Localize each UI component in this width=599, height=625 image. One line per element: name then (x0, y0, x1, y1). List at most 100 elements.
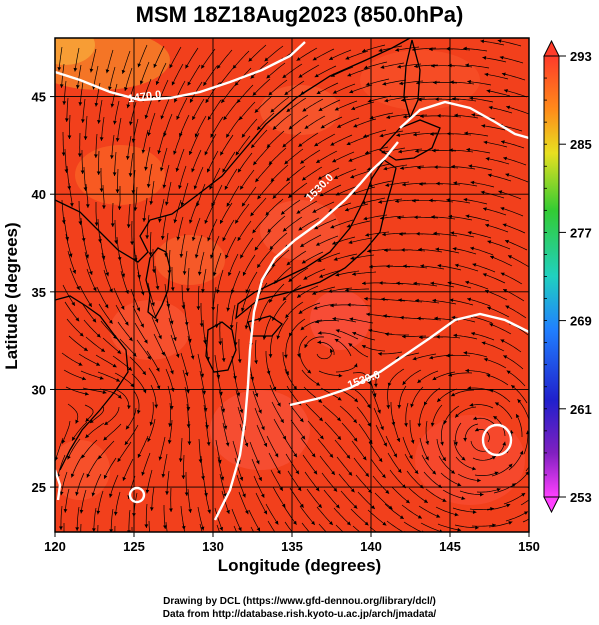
streamline-arrow (353, 419, 357, 424)
streamline-arrow (314, 73, 319, 78)
streamline (153, 333, 165, 356)
streamline (194, 115, 207, 138)
streamline-arrow (126, 224, 131, 228)
streamline-arrow (350, 488, 355, 493)
streamline (436, 438, 447, 462)
streamline (507, 255, 529, 268)
streamline-arrow (92, 287, 97, 292)
streamline (272, 300, 287, 321)
streamline (221, 83, 237, 104)
streamline-arrow (59, 491, 64, 496)
streamline-arrow (241, 202, 246, 207)
streamline-arrow (91, 492, 96, 497)
streamline (499, 56, 524, 64)
streamline-arrow (285, 314, 290, 319)
streamline (255, 339, 257, 364)
streamline (160, 96, 171, 120)
streamline-arrow (334, 175, 339, 179)
streamline-arrow (206, 356, 210, 361)
streamline-arrow (432, 298, 437, 303)
streamline (321, 472, 338, 492)
streamline (304, 115, 326, 130)
streamline (413, 282, 438, 287)
streamline-arrow (279, 486, 283, 491)
streamline (266, 62, 286, 79)
streamline-arrow (434, 316, 438, 321)
streamline (435, 248, 460, 254)
streamline (283, 436, 298, 458)
streamline (365, 231, 390, 236)
streamline-arrow (192, 115, 196, 120)
streamline (100, 168, 103, 193)
streamline (165, 181, 172, 206)
streamline (396, 131, 421, 137)
streamline (200, 455, 204, 480)
streamline-arrow (248, 57, 253, 62)
streamline-arrow (187, 81, 192, 86)
streamline-arrow (203, 81, 207, 86)
streamline (468, 165, 493, 171)
streamline-arrow (354, 398, 358, 403)
streamline (465, 370, 490, 375)
streamline-arrow (204, 151, 209, 156)
x-tick-label: 130 (202, 539, 224, 554)
streamline-arrow (132, 352, 137, 357)
streamline (204, 133, 217, 156)
streamline (163, 164, 170, 189)
streamline-arrow (424, 401, 428, 406)
streamline-arrow (330, 303, 334, 308)
streamline-arrow (76, 285, 80, 290)
streamline-arrow (244, 325, 249, 330)
streamline (450, 232, 475, 238)
streamline-arrow (85, 204, 90, 208)
streamline-arrow (345, 56, 350, 60)
streamline (114, 372, 135, 388)
streamline (266, 435, 279, 458)
streamline (234, 457, 243, 481)
streamline (471, 332, 495, 341)
streamline-arrow (486, 89, 491, 94)
streamline (194, 166, 204, 190)
streamline (147, 163, 153, 188)
streamline (465, 281, 489, 290)
streamline-arrow (108, 493, 113, 498)
streamline-arrow (502, 441, 507, 446)
streamline (216, 269, 224, 294)
height-contour (213, 141, 399, 521)
streamline-arrow (335, 272, 340, 277)
streamline (299, 234, 322, 248)
streamline (489, 323, 512, 335)
streamline (204, 489, 211, 514)
streamline (189, 132, 200, 156)
streamline (195, 234, 203, 259)
streamline (252, 78, 271, 96)
streamline (306, 488, 322, 509)
colorbar-tick-label: 253 (570, 490, 592, 505)
streamline-arrow (75, 419, 79, 424)
streamline (153, 45, 165, 68)
streamline (219, 320, 221, 346)
streamline-arrow (260, 493, 265, 498)
streamline-arrow (499, 55, 504, 60)
streamline-arrow (463, 437, 467, 442)
streamline-arrow (353, 123, 358, 128)
streamline-arrow (175, 167, 180, 172)
streamline (238, 491, 249, 515)
streamline (231, 508, 242, 532)
streamline-arrow (180, 202, 185, 207)
streamline (71, 455, 83, 478)
streamline (330, 66, 354, 77)
streamline (221, 490, 230, 515)
streamline-arrow (83, 347, 88, 351)
streamline-arrow (242, 493, 246, 498)
streamline-arrow (288, 194, 293, 198)
streamline-arrow (120, 305, 125, 310)
streamline (501, 73, 526, 81)
streamline-arrow (158, 218, 162, 223)
streamline-arrow (98, 455, 102, 460)
streamline-arrow (282, 74, 287, 79)
streamline-arrow (517, 399, 522, 404)
streamline-arrow (237, 98, 241, 103)
streamline (335, 524, 344, 532)
streamline (145, 503, 148, 529)
